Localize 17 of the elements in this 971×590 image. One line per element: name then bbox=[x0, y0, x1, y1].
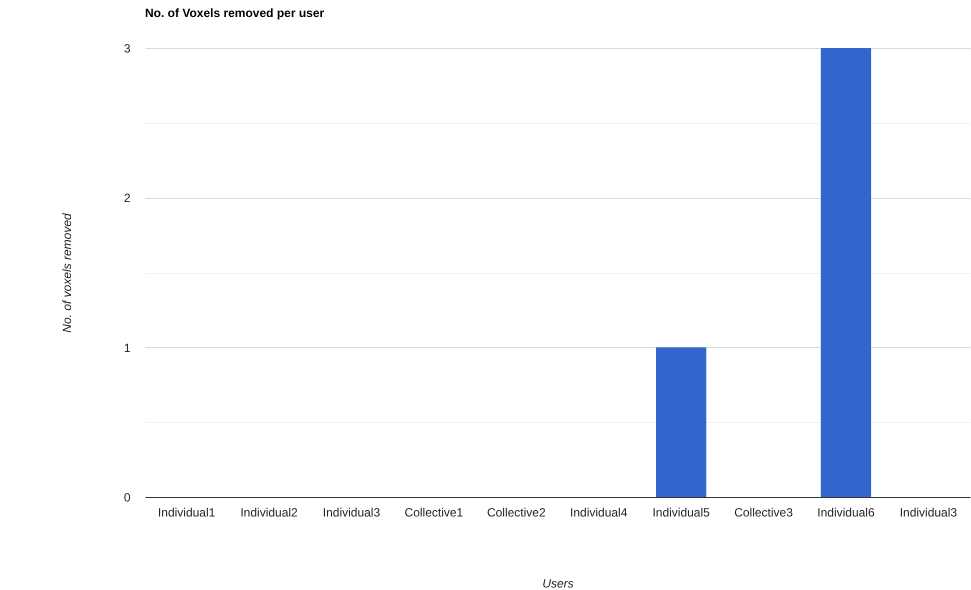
x-tick-label: Individual2 bbox=[240, 506, 298, 520]
x-tick-label: Individual6 bbox=[817, 506, 875, 520]
chart-title: No. of Voxels removed per user bbox=[145, 6, 324, 20]
y-tick-label: 3 bbox=[124, 42, 131, 56]
x-tick-label: Individual3 bbox=[322, 506, 380, 520]
x-tick-label: Individual4 bbox=[570, 506, 628, 520]
x-tick-label: Individual5 bbox=[652, 506, 710, 520]
y-tick-label: 0 bbox=[124, 490, 131, 504]
x-tick-label: Individual1 bbox=[158, 506, 216, 520]
y-tick-label: 1 bbox=[124, 340, 131, 355]
x-tick-label: Individual3 bbox=[900, 506, 958, 520]
x-tick-label: Collective2 bbox=[486, 506, 546, 520]
y-axis-title: No. of voxels removed bbox=[60, 212, 74, 333]
y-tick-label: 2 bbox=[124, 191, 131, 206]
x-tick-label: Collective3 bbox=[734, 506, 794, 520]
x-axis-title: Users bbox=[542, 576, 574, 590]
x-tick-label: Collective1 bbox=[404, 506, 464, 520]
